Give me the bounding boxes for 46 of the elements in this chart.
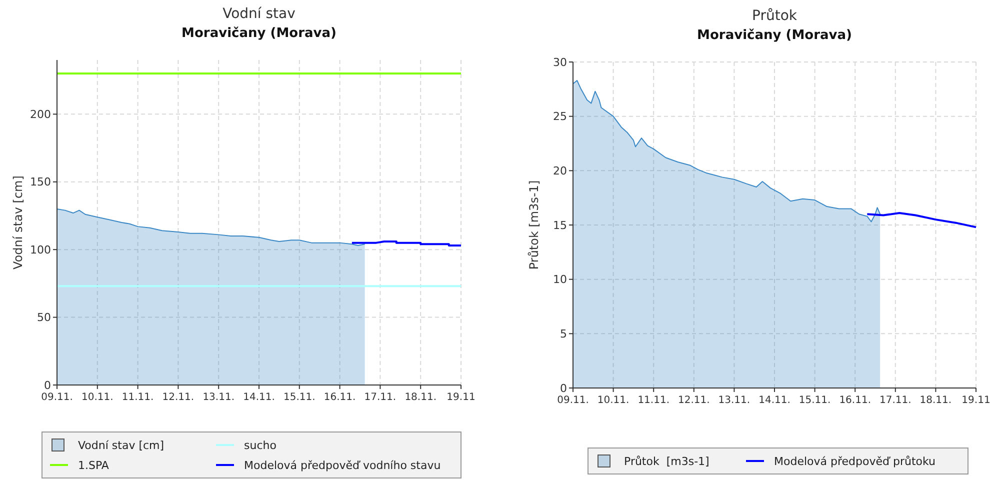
y-tick-label: 50 [37, 311, 51, 324]
x-tick-label: 14.11. [758, 395, 790, 406]
y-tick-label: 10 [553, 273, 567, 286]
legend-label: Modelová předpověď vodního stavu [244, 458, 441, 472]
legend-label: 1.SPA [78, 458, 110, 472]
x-tick-label: 16.11. [839, 395, 872, 406]
y-tick-label: 25 [553, 110, 567, 124]
x-tick-label: 10.11. [81, 392, 114, 403]
x-tick-label: 15.11. [283, 392, 316, 403]
y-tick-label: 200 [30, 108, 51, 122]
x-tick-label: 12.11. [678, 395, 710, 406]
legend-label: sucho [244, 438, 277, 452]
x-tick-label: 19.11 [962, 395, 990, 406]
y-tick-label: 100 [30, 243, 51, 256]
legend-label: Modelová předpověď průtoku [774, 454, 936, 468]
y-tick-label: 20 [553, 164, 567, 178]
chart-subtitle: Moravičany (Morava) [182, 26, 336, 41]
x-tick-label: 16.11. [324, 392, 356, 403]
x-tick-label: 18.11. [404, 392, 437, 403]
chart-title: Vodní stav [222, 6, 296, 22]
x-tick-label: 19.11 [446, 392, 476, 403]
x-tick-label: 09.11. [557, 395, 589, 406]
x-tick-label: 17.11. [879, 395, 912, 406]
y-tick-label: 0 [560, 382, 567, 395]
x-tick-label: 11.11. [638, 395, 670, 406]
x-tick-label: 09.11. [41, 392, 73, 403]
x-tick-label: 14.11. [243, 392, 275, 403]
y-tick-label: 0 [44, 378, 51, 392]
x-tick-label: 17.11. [364, 392, 396, 403]
y-tick-label: 150 [30, 176, 51, 189]
chart-subtitle: Moravičany (Morava) [697, 28, 852, 43]
y-axis-title: Průtok [m3s-1] [527, 180, 541, 270]
x-tick-label: 10.11. [597, 395, 630, 406]
x-tick-label: 15.11. [798, 395, 831, 406]
x-tick-label: 13.11. [718, 395, 750, 406]
legend-label: Vodní stav [cm] [78, 438, 164, 452]
chart-title: Průtok [752, 8, 798, 24]
x-tick-label: 13.11. [202, 392, 235, 403]
y-tick-label: 5 [560, 328, 567, 341]
y-axis-title: Vodní stav [cm] [11, 176, 25, 270]
y-tick-label: 15 [553, 218, 567, 232]
legend-label: Průtok [m3s-1] [624, 454, 710, 468]
x-tick-label: 18.11. [920, 395, 952, 406]
y-tick-label: 30 [553, 56, 567, 69]
x-tick-label: 11.11. [122, 392, 154, 403]
x-tick-label: 12.11. [162, 392, 194, 403]
